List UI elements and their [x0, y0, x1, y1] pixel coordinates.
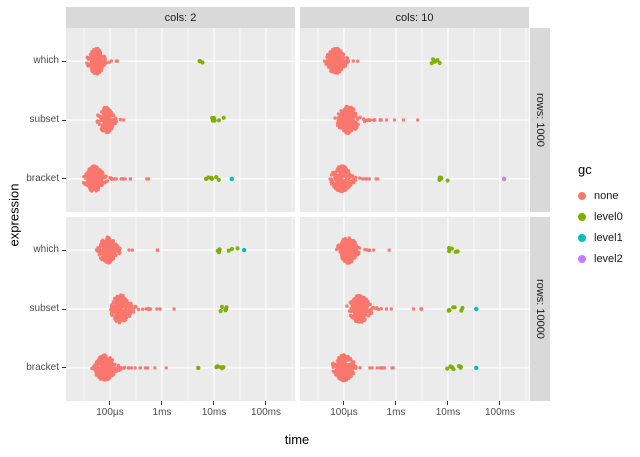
y-tick-label: subset — [29, 114, 59, 125]
facet-strip-label: rows: 10000 — [534, 279, 546, 339]
y-tick-label: bracket — [26, 172, 59, 184]
panel-cols10-rows1000 — [300, 28, 529, 212]
y-tick-mark — [62, 249, 66, 251]
legend-entry-level0: level0 — [578, 206, 623, 227]
cluster-subset-none — [333, 104, 420, 135]
legend-title: gc — [578, 162, 592, 177]
legend-dot-level2-icon — [578, 254, 586, 263]
cluster-subset-level1 — [474, 306, 479, 312]
facet-strip-label: cols: 10 — [395, 11, 434, 24]
x-tick-label: 10ms — [201, 407, 227, 418]
legend-entry-level2: level2 — [578, 248, 623, 269]
cluster-bracket-level0 — [437, 175, 450, 183]
x-tick-label: 100µs — [330, 407, 358, 418]
y-tick-label: bracket — [26, 361, 59, 373]
cluster-bracket-level0 — [196, 365, 201, 371]
legend-dot-level1-icon — [578, 233, 586, 242]
legend-dot-level0-icon — [578, 212, 586, 221]
x-tick-label: 1ms — [386, 407, 406, 418]
cluster-bracket-level1 — [229, 176, 234, 182]
cluster-bracket-none — [328, 164, 380, 194]
y-tick-label: which — [33, 244, 59, 256]
y-tick-label: subset — [29, 303, 59, 314]
cluster-which-none — [85, 46, 120, 76]
x-tick-mark — [161, 401, 163, 405]
y-tick-label: which — [33, 55, 59, 67]
y-axis-title: expression — [6, 183, 22, 247]
facet-strip-rows-10000: rows: 10000 — [530, 217, 550, 401]
cluster-subset-none — [345, 293, 424, 324]
legend-label: level1 — [594, 231, 623, 244]
y-tick-mark — [62, 119, 66, 121]
cluster-which-level0 — [429, 57, 442, 66]
cluster-bracket-level0 — [214, 364, 226, 371]
panel-cols2-rows10000 — [66, 217, 295, 401]
cluster-which-none — [94, 235, 160, 265]
cluster-subset-none — [109, 293, 176, 325]
x-tick-mark — [395, 401, 397, 405]
y-tick-mark — [62, 60, 66, 62]
panel-cols10-rows10000 — [300, 217, 529, 401]
cluster-bracket-level2 — [501, 176, 507, 182]
x-tick-mark — [213, 401, 215, 405]
x-tick-label: 100ms — [250, 407, 281, 418]
x-axis-title: time — [284, 432, 310, 447]
panel-cols2-rows1000 — [66, 28, 295, 212]
cluster-bracket-none — [90, 353, 168, 382]
y-tick-mark — [62, 178, 66, 180]
cluster-subset-level0 — [446, 305, 465, 313]
legend-label: level2 — [594, 252, 623, 265]
legend-label: none — [594, 189, 619, 202]
cluster-bracket-none — [81, 164, 151, 193]
legend-dot-none-icon — [578, 191, 586, 200]
x-tick-mark — [343, 401, 345, 405]
cluster-which-none — [334, 236, 391, 265]
legend-entry-none: none — [578, 185, 623, 206]
legend-label: level0 — [594, 210, 623, 223]
facet-strip-cols-2: cols: 2 — [66, 7, 295, 28]
facet-strip-label: cols: 2 — [164, 11, 197, 24]
x-tick-label: 100µs — [96, 407, 124, 418]
y-tick-mark — [62, 367, 66, 369]
facet-strip-cols-10: cols: 10 — [300, 7, 529, 28]
cluster-bracket-none — [330, 353, 395, 383]
cluster-bracket-level0 — [203, 175, 221, 182]
x-tick-label: 10ms — [435, 407, 461, 418]
x-tick-mark — [265, 401, 267, 405]
cluster-which-level0 — [215, 246, 240, 255]
cluster-bracket-level1 — [474, 365, 479, 371]
cluster-subset-level0 — [218, 304, 229, 314]
cluster-which-level1 — [241, 247, 247, 253]
cluster-which-none — [322, 46, 360, 75]
y-tick-mark — [62, 308, 66, 310]
cluster-which-level0 — [446, 245, 460, 254]
facet-strip-label: rows: 1000 — [534, 93, 546, 147]
x-tick-label: 1ms — [152, 407, 172, 418]
cluster-subset-level0 — [210, 115, 226, 123]
x-tick-mark — [447, 401, 449, 405]
x-tick-mark — [109, 401, 111, 405]
x-tick-mark — [499, 401, 501, 405]
legend-entry-level1: level1 — [578, 227, 623, 248]
facet-strip-rows-1000: rows: 1000 — [530, 28, 550, 212]
cluster-subset-none — [95, 105, 126, 135]
legend: gc none level0 level1 level2 — [578, 162, 623, 269]
x-tick-label: 100ms — [484, 407, 515, 418]
cluster-bracket-level0 — [445, 364, 463, 372]
cluster-subset-none — [146, 306, 151, 312]
cluster-which-level0 — [197, 59, 205, 65]
